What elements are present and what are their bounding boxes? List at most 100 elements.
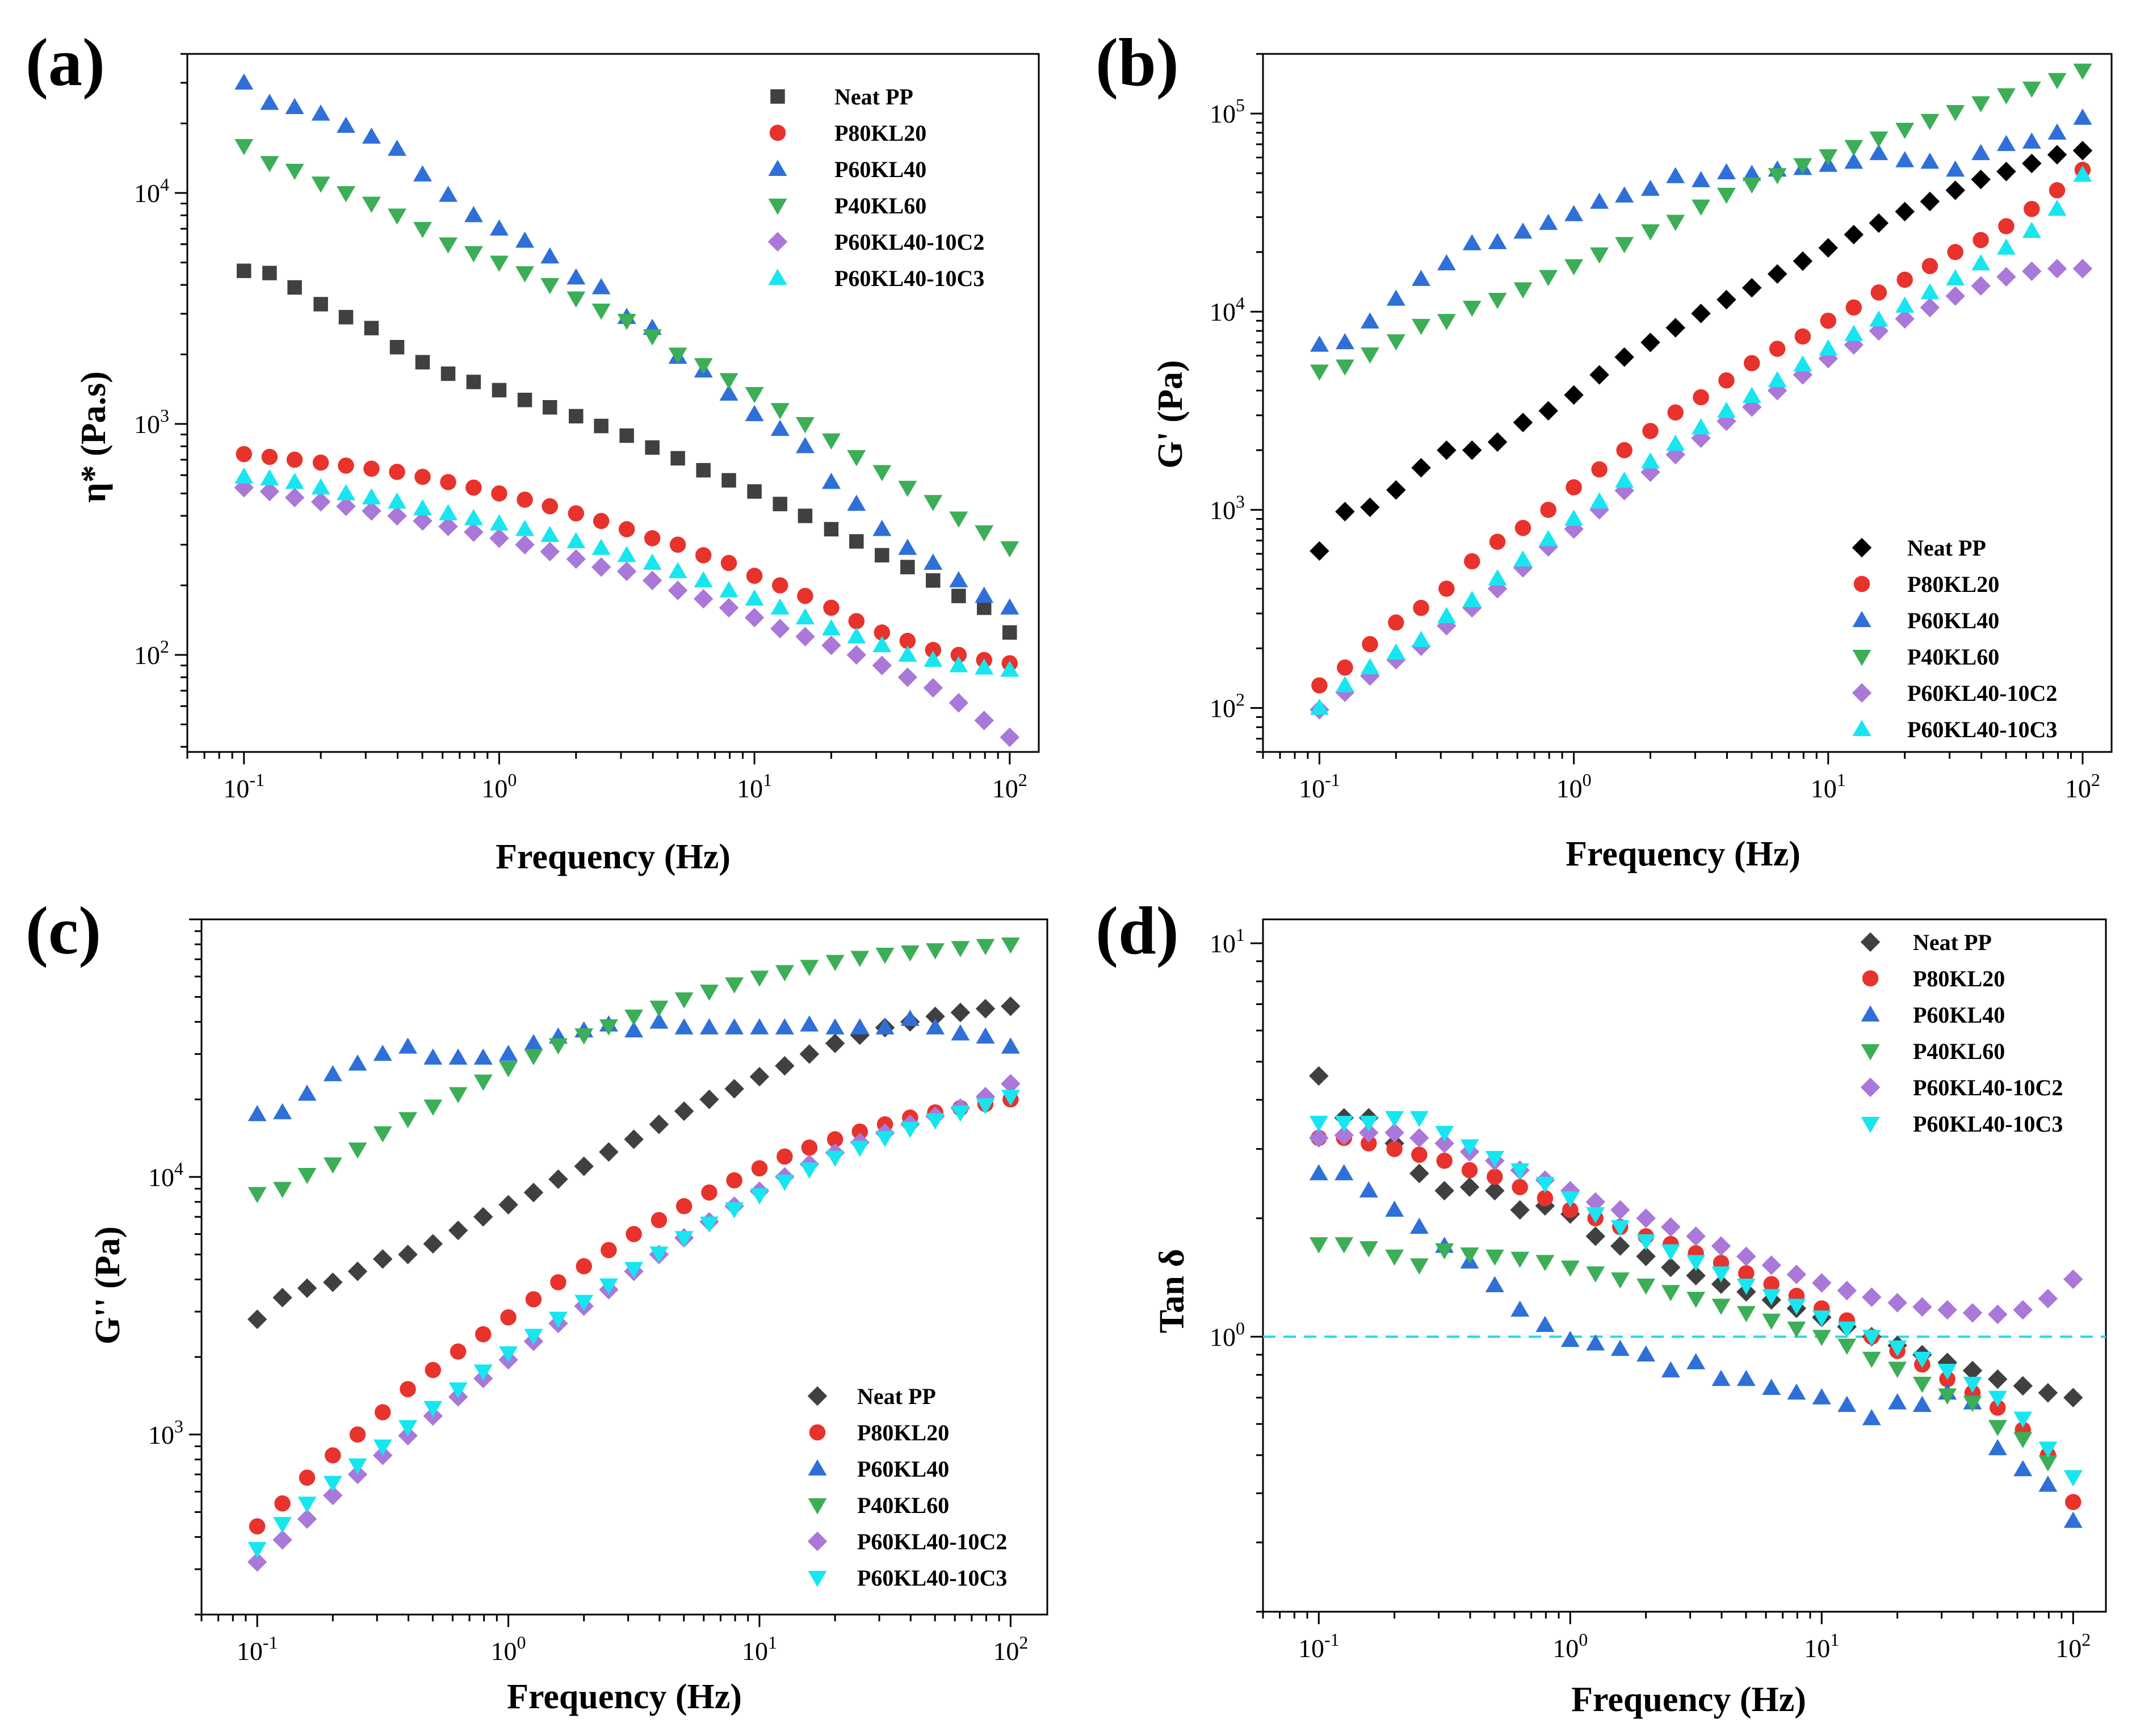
panel-d-data-point xyxy=(1335,1164,1354,1180)
panel-b-data-point xyxy=(1487,432,1508,452)
panel-b-data-point xyxy=(1666,167,1685,183)
panel-b-data-point xyxy=(1896,271,1913,288)
panel-a-data-point xyxy=(872,465,892,481)
panel-c-data-point xyxy=(548,1312,568,1328)
panel-d-data-point xyxy=(1661,1217,1681,1237)
panel-d-data-point xyxy=(1962,1303,1983,1323)
panel-d-data-point xyxy=(1335,1116,1354,1132)
panel-a-data-point xyxy=(668,562,687,578)
panel-a-data-point xyxy=(260,155,279,173)
panel-d-y-tick-label: 101 xyxy=(1210,924,1245,958)
panel-d-data-point xyxy=(1736,1306,1756,1322)
panel-a-data-point xyxy=(924,553,943,570)
panel-c-data-point xyxy=(976,1098,995,1115)
panel-d-data-point xyxy=(1610,1220,1630,1237)
panel-b-data-point xyxy=(1718,372,1735,389)
panel-c-data-point xyxy=(599,1142,619,1162)
panel-a-data-point xyxy=(540,541,560,562)
panel-b-data-point xyxy=(1616,442,1633,459)
panel-b-data-point xyxy=(1615,471,1634,488)
panel-c-data-point xyxy=(249,1518,266,1535)
panel-a-data-point xyxy=(260,469,279,486)
panel-d-data-point xyxy=(1485,1151,1504,1167)
panel-b-data-point xyxy=(1641,452,1660,469)
panel-a-series-0 xyxy=(237,263,1017,640)
panel-a-data-point xyxy=(643,329,662,346)
panel-a-data-point xyxy=(770,598,790,615)
panel-b-data-point xyxy=(1437,440,1457,460)
panel-a-data-point xyxy=(389,464,405,480)
panel-d-data-point xyxy=(1736,1279,1756,1295)
panel-a-data-point xyxy=(897,667,918,687)
panel-b-data-point xyxy=(1411,458,1431,478)
panel-b-data-point xyxy=(1844,225,1864,245)
panel-b-data-point xyxy=(1819,149,1838,166)
panel-b-series-5 xyxy=(1310,165,2092,715)
panel-a-data-point xyxy=(285,98,304,115)
panel-a-data-point xyxy=(234,467,254,484)
panel-d-data-point xyxy=(1887,1293,1907,1313)
panel-d-x-tick-label: 102 xyxy=(2055,1629,2091,1663)
panel-c-legend: Neat PP P80KL20 P60KL40 P40KL60 P60KL40-10C2… xyxy=(807,1384,1007,1591)
panel-a-data-point xyxy=(821,472,841,489)
panel-a-x-axis-title: Frequency (Hz) xyxy=(496,838,731,876)
panel-b-legend-marker xyxy=(1852,650,1871,666)
panel-b-data-point xyxy=(1717,187,1736,204)
panel-a-data-point xyxy=(618,521,635,537)
panel-a-x-tick-label: 102 xyxy=(992,770,1027,803)
panel-a-data-point xyxy=(770,619,790,638)
panel-a-data-point xyxy=(338,310,354,325)
panel-a-data-point xyxy=(849,534,864,549)
panel-d-legend-marker xyxy=(1860,1077,1881,1098)
panel-c-data-point xyxy=(425,1361,442,1378)
panel-c-data-point xyxy=(247,1309,267,1330)
panel-c-y-tick-label: 103 xyxy=(148,1416,183,1449)
panel-a-data-point xyxy=(924,650,943,667)
panel-c-data-point xyxy=(325,1447,341,1464)
panel-d-data-point xyxy=(1888,1393,1907,1410)
panel-d-data-point xyxy=(1409,1258,1429,1275)
panel-d-data-point xyxy=(1309,1164,1328,1180)
panel-b-data-point xyxy=(1538,401,1558,421)
panel-d-data-point xyxy=(1510,1251,1530,1268)
panel-c-axes-frame xyxy=(200,918,1048,1616)
panel-c-data-point xyxy=(875,1130,895,1147)
panel-d-data-point xyxy=(1434,1133,1454,1153)
panel-d-data-point xyxy=(1686,1226,1706,1246)
panel-b-data-point xyxy=(1946,105,1965,121)
panel-d-data-point xyxy=(1485,1276,1504,1293)
panel-c-data-point xyxy=(649,1246,669,1263)
panel-b-data-point xyxy=(2047,145,2067,165)
panel-c-data-point xyxy=(576,1258,592,1275)
panel-b-data-point xyxy=(1362,636,1378,653)
panel-b-data-point xyxy=(1590,247,1609,264)
panel-d-data-point xyxy=(1409,1217,1429,1234)
panel-c-data-point xyxy=(272,1288,292,1308)
panel-d-data-point xyxy=(1460,1247,1479,1264)
panel-b-data-point xyxy=(1540,502,1556,518)
panel-c-data-point xyxy=(348,1054,367,1071)
panel-c-data-point xyxy=(1001,937,1020,954)
panel-a-data-point xyxy=(540,278,560,295)
panel-b-data-point xyxy=(2022,153,2042,174)
panel-b-data-point xyxy=(1742,177,1761,194)
panel-b-data-point xyxy=(1413,599,1429,616)
panel-d-data-point xyxy=(1762,1289,1781,1305)
panel-b-data-point xyxy=(1386,289,1405,306)
panel-a-data-point xyxy=(616,561,637,582)
panel-d-data-point xyxy=(1763,1276,1780,1293)
panel-d-data-point xyxy=(1359,1116,1378,1132)
panel-c-data-point xyxy=(801,1139,818,1156)
panel-d-data-point xyxy=(1711,1298,1731,1315)
panel-c-data-point xyxy=(273,1182,292,1199)
panel-a-data-point xyxy=(900,560,915,574)
panel-a-data-point xyxy=(515,266,535,283)
panel-c-data-point xyxy=(247,1552,267,1572)
panel-c-data-point xyxy=(374,1404,391,1420)
panel-d-data-point xyxy=(1837,1280,1857,1301)
panel-d-data-point xyxy=(1812,1388,1831,1405)
panel-d-data-point xyxy=(1537,1189,1554,1207)
panel-c-data-point xyxy=(626,1226,642,1242)
panel-a-data-point xyxy=(872,655,892,675)
panel-b-data-point xyxy=(1513,282,1533,299)
